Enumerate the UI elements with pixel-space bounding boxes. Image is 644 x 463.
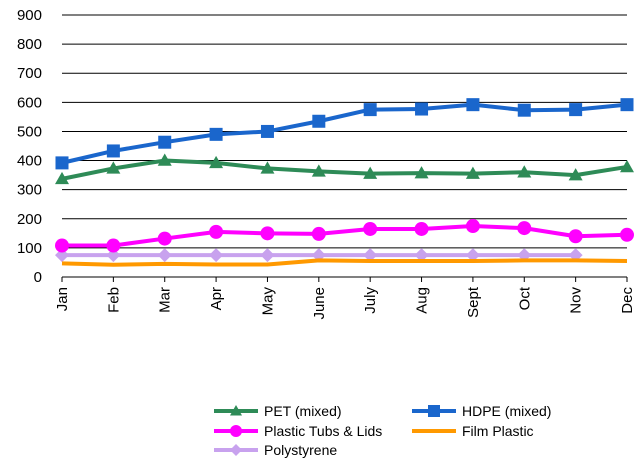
y-tick-label: 400 bbox=[17, 153, 42, 170]
data-point-square bbox=[312, 114, 326, 128]
x-tick-label: Apr bbox=[208, 287, 225, 310]
data-point-square bbox=[466, 98, 480, 112]
x-tick-label: Sept bbox=[465, 286, 482, 318]
y-tick-label: 600 bbox=[17, 94, 42, 111]
y-tick-label: 0 bbox=[34, 269, 42, 286]
legend-marker-square bbox=[428, 405, 440, 417]
x-tick-label: Feb bbox=[105, 287, 122, 313]
data-point-circle bbox=[414, 221, 429, 236]
data-point-triangle bbox=[465, 166, 480, 179]
x-tick-label: July bbox=[362, 287, 379, 314]
y-tick-label: 500 bbox=[17, 123, 42, 140]
data-point-square bbox=[415, 102, 429, 116]
data-point-square bbox=[363, 103, 377, 117]
series-line bbox=[62, 224, 628, 248]
data-point-diamond bbox=[157, 248, 172, 263]
x-tick-label: Nov bbox=[568, 287, 585, 314]
series-lines bbox=[55, 98, 634, 267]
data-point-circle bbox=[157, 231, 172, 246]
x-tick-label: Jan bbox=[54, 287, 71, 311]
data-point-circle bbox=[311, 226, 326, 241]
data-point-square bbox=[517, 103, 531, 117]
legend-label: PET (mixed) bbox=[264, 403, 342, 419]
data-point-triangle bbox=[414, 166, 429, 179]
x-tick-label: May bbox=[259, 287, 276, 316]
data-point-circle bbox=[465, 219, 480, 234]
data-point-circle bbox=[209, 224, 224, 239]
series-film-plastic bbox=[61, 258, 628, 267]
y-tick-label: 200 bbox=[17, 211, 42, 228]
data-point-diamond bbox=[55, 248, 69, 263]
data-point-circle bbox=[260, 226, 275, 241]
data-point-square bbox=[106, 144, 120, 158]
series-plastic-tubs-lids bbox=[55, 219, 634, 253]
y-tick-label: 700 bbox=[17, 65, 42, 82]
legend-label: Polystyrene bbox=[264, 442, 337, 458]
data-point-triangle bbox=[568, 168, 583, 181]
series-line bbox=[61, 102, 628, 165]
data-point-circle bbox=[620, 227, 634, 242]
legend-marker-diamond bbox=[230, 444, 242, 456]
legend-label: Film Plastic bbox=[462, 423, 534, 439]
y-tick-label: 100 bbox=[17, 240, 42, 257]
data-point-square bbox=[569, 103, 583, 117]
data-point-circle bbox=[568, 229, 583, 244]
data-point-square bbox=[55, 156, 69, 170]
legend: PET (mixed) HDPE (mixed) Plastic Tubs & Li… bbox=[214, 403, 551, 458]
legend-item: Plastic Tubs & Lids bbox=[214, 423, 382, 439]
data-point-circle bbox=[517, 221, 532, 236]
data-point-diamond bbox=[465, 248, 480, 263]
data-point-triangle bbox=[157, 153, 172, 166]
data-point-square bbox=[158, 135, 172, 149]
x-tick-label: Aug bbox=[414, 287, 431, 314]
data-point-diamond bbox=[414, 248, 429, 263]
data-point-diamond bbox=[363, 248, 378, 263]
legend-item: PET (mixed) bbox=[214, 403, 342, 419]
data-point-square bbox=[260, 124, 274, 138]
legend-marker-triangle bbox=[230, 405, 242, 416]
x-tick-label: Dec bbox=[619, 287, 636, 314]
y-tick-label: 300 bbox=[17, 182, 42, 199]
data-point-triangle bbox=[55, 171, 69, 185]
series-pet-mixed- bbox=[55, 153, 634, 185]
legend-label: HDPE (mixed) bbox=[462, 403, 551, 419]
series-line bbox=[61, 158, 628, 181]
y-tick-label: 800 bbox=[17, 36, 42, 53]
legend-item: HDPE (mixed) bbox=[412, 403, 551, 419]
data-point-circle bbox=[363, 221, 378, 236]
data-point-triangle bbox=[363, 166, 378, 179]
data-point-diamond bbox=[260, 248, 275, 263]
legend-marker-circle bbox=[230, 425, 242, 437]
series-hdpe-mixed- bbox=[55, 98, 634, 170]
legend-item: Film Plastic bbox=[412, 423, 534, 439]
x-tick-label: June bbox=[311, 287, 328, 320]
y-tick-label: 900 bbox=[17, 7, 42, 24]
data-point-circle bbox=[106, 238, 121, 253]
data-point-square bbox=[209, 127, 223, 141]
legend-label: Plastic Tubs & Lids bbox=[264, 423, 382, 439]
gridlines bbox=[62, 14, 627, 249]
axes: 0 100 200 300 400 500 600 700 800 900 Jan Feb Mar Apr… bbox=[17, 7, 636, 320]
x-tick-label: Mar bbox=[157, 287, 174, 313]
data-point-triangle bbox=[311, 164, 326, 177]
data-point-square bbox=[620, 98, 634, 112]
data-point-diamond bbox=[106, 248, 121, 263]
series-line bbox=[61, 258, 628, 267]
data-point-triangle bbox=[106, 161, 121, 174]
data-point-diamond bbox=[209, 248, 224, 263]
data-point-triangle bbox=[620, 159, 634, 173]
legend-item: Polystyrene bbox=[214, 442, 337, 458]
data-point-circle bbox=[55, 238, 69, 253]
data-point-triangle bbox=[209, 155, 224, 169]
data-point-triangle bbox=[517, 165, 532, 178]
data-point-triangle bbox=[260, 161, 275, 174]
x-tick-label: Oct bbox=[516, 286, 533, 310]
